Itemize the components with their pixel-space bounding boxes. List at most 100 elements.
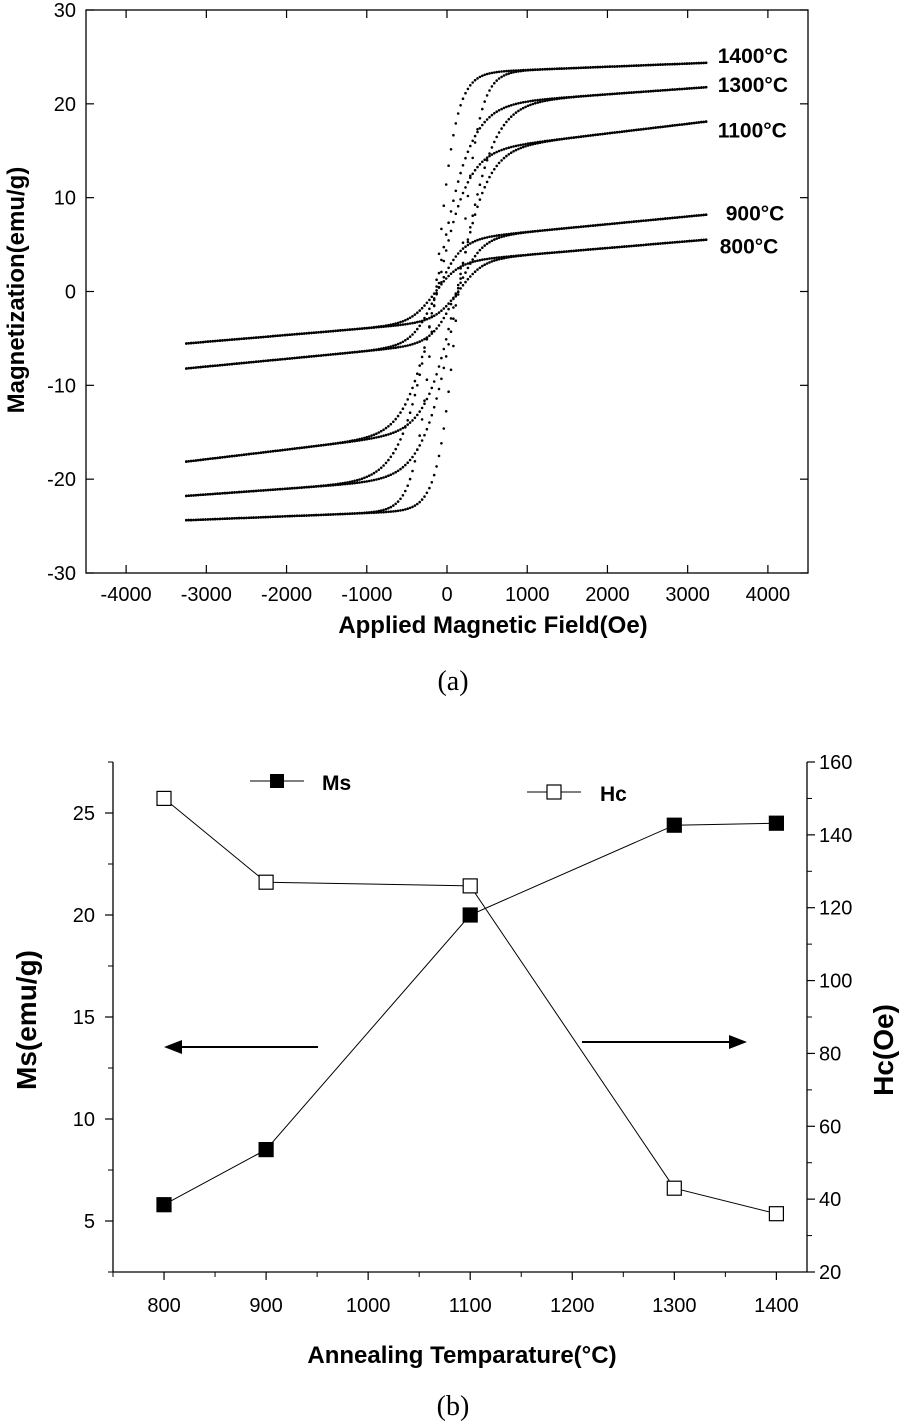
- loop-point: [288, 487, 292, 490]
- loop-point: [502, 235, 506, 238]
- loop-point: [632, 244, 636, 248]
- loop-point: [608, 65, 612, 68]
- loop-point: [401, 432, 405, 436]
- loop-point: [430, 330, 434, 334]
- loop-point: [406, 423, 410, 426]
- loop-point: [387, 506, 390, 510]
- loop-point: [262, 489, 265, 492]
- loop-point: [574, 225, 578, 229]
- loop-point: [329, 330, 333, 333]
- loop-point: [618, 65, 621, 68]
- loop-point: [680, 215, 684, 219]
- loop-point: [201, 458, 205, 461]
- loop-point: [281, 334, 284, 337]
- loop-point: [360, 327, 364, 330]
- loop-point: [538, 141, 542, 144]
- loop-point: [418, 320, 422, 323]
- plot-a-ticks: -4000 -3000 -2000 -1000 0 1000 2000 3000 4000 -30…: [47, 0, 808, 606]
- loop-point: [339, 441, 342, 445]
- loop-point: [201, 493, 205, 497]
- loop-point: [206, 457, 210, 461]
- loop-point: [546, 140, 549, 143]
- loop-point: [533, 102, 537, 105]
- loop-point: [461, 97, 465, 100]
- loop-point: [488, 89, 491, 92]
- y-tick-label: 20: [54, 94, 76, 116]
- loop-point: [668, 63, 672, 66]
- loop-point: [413, 342, 417, 345]
- loop-point: [216, 364, 219, 367]
- loop-point: [204, 365, 207, 368]
- loop-point: [625, 245, 628, 248]
- loop-point: [206, 518, 210, 521]
- loop-point: [572, 226, 576, 229]
- y-tick-label: 30: [54, 0, 76, 22]
- plot-b-x-axis-title: Annealing Temparature(°C): [307, 1342, 616, 1369]
- loop-point: [382, 428, 385, 432]
- loop-point: [697, 239, 701, 242]
- loop-point: [514, 232, 518, 236]
- loop-point: [642, 219, 645, 222]
- loop-point: [611, 222, 614, 225]
- loop-point: [423, 346, 426, 349]
- left-tick-label: 5: [84, 1211, 95, 1233]
- loop-point: [606, 222, 609, 226]
- loop-point: [603, 93, 607, 96]
- loop-point: [432, 297, 436, 300]
- loop-point: [430, 413, 434, 417]
- loop-point: [428, 392, 431, 396]
- loop-point: [206, 493, 210, 496]
- loop-point: [327, 484, 330, 487]
- loop-point: [331, 513, 335, 516]
- loop-point: [401, 465, 405, 469]
- loop-point: [495, 234, 499, 237]
- loop-point: [584, 94, 588, 98]
- loop-point: [259, 516, 263, 519]
- loop-point: [596, 133, 600, 136]
- legend-ms-label: Ms: [322, 772, 351, 795]
- loop-point: [233, 338, 236, 341]
- loop-point: [529, 230, 532, 234]
- loop-point: [404, 508, 407, 511]
- loop-point: [478, 117, 482, 120]
- loop-point: [659, 242, 662, 245]
- loop-point: [611, 65, 614, 68]
- loop-point: [630, 244, 633, 248]
- loop-point: [565, 96, 568, 100]
- loop-point: [396, 346, 400, 349]
- loop-point: [216, 492, 219, 495]
- loop-point: [404, 403, 407, 406]
- loop-point: [346, 440, 349, 444]
- loop-point: [411, 321, 414, 325]
- loop-point: [237, 454, 241, 457]
- loop-point: [274, 449, 277, 453]
- loop-point: [635, 244, 638, 247]
- loop-point: [521, 101, 525, 104]
- loop-point: [481, 160, 484, 164]
- plot-b-left-axis-title: Ms(emu/g): [11, 950, 42, 1090]
- loop-point: [392, 344, 395, 348]
- loop-point: [466, 262, 470, 265]
- loop-point: [218, 517, 222, 521]
- loop-point: [264, 335, 268, 339]
- loop-point: [367, 435, 371, 438]
- loop-point: [615, 131, 619, 134]
- loop-point: [290, 514, 294, 518]
- loop-point: [435, 289, 438, 292]
- loop-point: [680, 123, 684, 126]
- loop-point: [591, 247, 595, 251]
- x-tick-label: 1200: [550, 1295, 595, 1317]
- x-tick-label: -1000: [341, 584, 392, 606]
- loop-point: [425, 336, 429, 339]
- loop-point: [334, 513, 337, 516]
- loop-point: [454, 268, 458, 272]
- loop-point: [271, 358, 275, 362]
- loop-point: [663, 88, 667, 92]
- loop-point: [295, 447, 299, 450]
- loop-point: [514, 144, 518, 148]
- loop-point: [567, 136, 571, 140]
- loop-point: [360, 438, 364, 442]
- loop-point: [254, 360, 258, 364]
- loop-point: [574, 95, 578, 99]
- right-tick-label: 160: [819, 752, 852, 774]
